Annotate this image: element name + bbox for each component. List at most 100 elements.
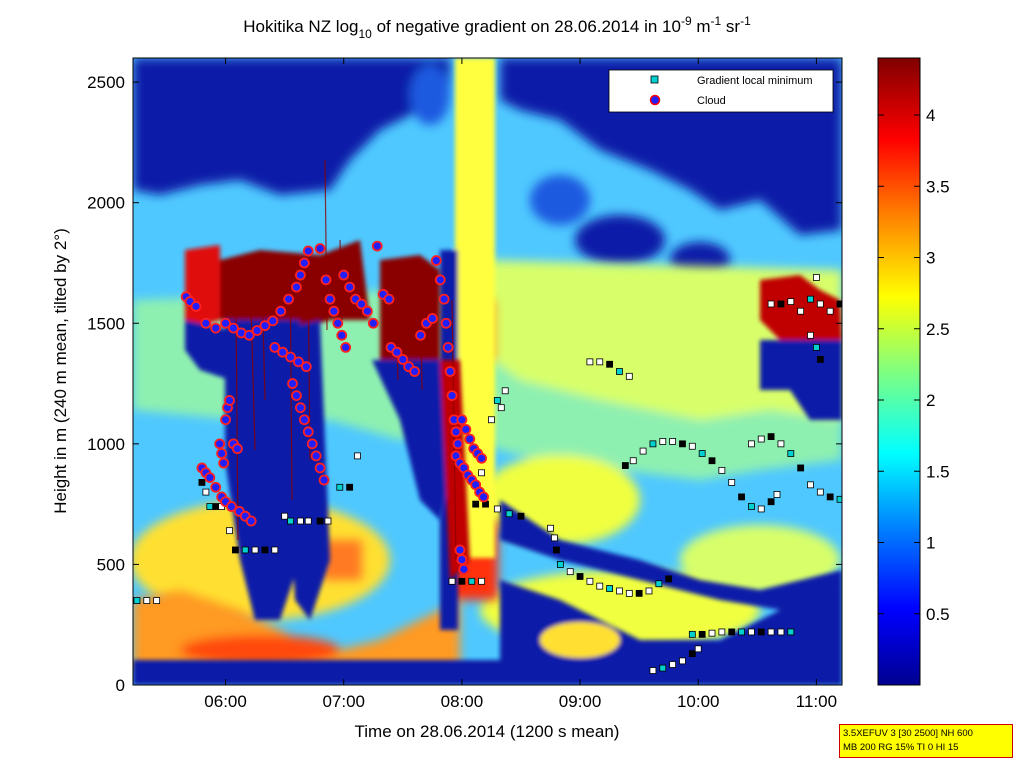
info-box: 3.5XEFUV 3 [30 2500] NH 600 MB 200 RG 15… <box>839 724 1013 758</box>
cloud-point <box>216 448 228 459</box>
gradient-min-point <box>635 589 643 597</box>
gradient-min-point <box>297 517 304 525</box>
gradient-min-point <box>836 300 842 308</box>
gradient-min-point <box>493 505 501 513</box>
cloud-point <box>318 474 330 486</box>
cloud-point <box>291 281 302 293</box>
gradient-min-point <box>826 493 834 501</box>
gradient-min-point <box>478 469 485 477</box>
gradient-min-point <box>812 274 820 281</box>
x-tick-label: 11:00 <box>796 692 837 711</box>
legend-marker-cloud <box>649 94 661 106</box>
gradient-min-point <box>757 505 765 513</box>
gradient-min-point <box>728 628 736 636</box>
legend-label-cloud: Cloud <box>697 95 726 107</box>
gradient-min-point <box>708 629 716 637</box>
y-tick-label: 2000 <box>87 194 125 213</box>
gradient-min-point <box>586 577 594 585</box>
cloud-point <box>291 390 302 402</box>
gradient-min-point <box>688 442 696 450</box>
y-tick-label: 1500 <box>87 314 125 333</box>
cloud-point <box>295 402 306 414</box>
cloud-point <box>214 438 226 450</box>
info-line-1: 3.5XEFUV 3 [30 2500] NH 600 <box>843 728 973 739</box>
gradient-min-point <box>576 573 584 580</box>
gradient-min-point <box>807 481 814 489</box>
gradient-min-point <box>767 628 775 636</box>
gradient-min-point <box>748 440 755 448</box>
cloud-point <box>269 341 281 353</box>
gradient-min-point <box>669 438 677 445</box>
gradient-min-point <box>505 510 513 518</box>
heatmap <box>133 58 842 685</box>
cloud-point <box>298 414 310 426</box>
gradient-min-point <box>645 587 653 595</box>
cloud-point <box>285 351 296 363</box>
gradient-min-point <box>812 343 820 351</box>
gradient-min-point <box>807 295 814 303</box>
gradient-min-point <box>655 580 663 588</box>
gradient-min-point <box>625 589 633 597</box>
gradient-min-point <box>665 575 673 583</box>
y-tick-label: 0 <box>116 676 125 695</box>
legend-label-gradient-minimum: Gradient local minimum <box>697 75 813 87</box>
markers <box>133 240 842 674</box>
gradient-min-point <box>458 577 466 585</box>
cloud-point <box>226 501 237 512</box>
gradient-min-point <box>304 517 312 525</box>
cloud-point <box>430 255 442 266</box>
legend-marker-gradient-minimum <box>650 75 659 84</box>
cloud-point <box>361 305 373 317</box>
gradient-min-point <box>816 488 824 496</box>
gradient-min-point <box>773 491 781 498</box>
y-axis-label: Height in m (240 m mean, tilted by 2°) <box>51 228 70 514</box>
colorbar-tick-label: 1 <box>926 534 935 553</box>
y-axis: 0 500 1000 1500 2000 2500 <box>87 73 842 695</box>
cloud-point <box>251 325 263 336</box>
cloud-point <box>275 305 287 317</box>
cloud-point <box>259 320 271 332</box>
gradient-min-point <box>232 546 239 554</box>
cloud-point <box>324 293 336 305</box>
cloud-point <box>344 281 356 293</box>
cloud-point <box>391 346 403 358</box>
gradient-min-point <box>787 628 795 636</box>
cloud-point <box>367 317 379 329</box>
gradient-min-point <box>718 466 726 474</box>
x-tick-label: 08:00 <box>441 692 484 711</box>
gradient-min-point <box>767 433 775 441</box>
cloud-point <box>476 452 487 464</box>
gradient-min-point <box>468 577 476 585</box>
cloud-point <box>397 354 409 365</box>
cloud-point <box>204 472 216 484</box>
cloud-point <box>210 322 222 334</box>
gradient-min-point <box>738 493 745 501</box>
gradient-min-point <box>501 387 509 395</box>
gradient-min-point <box>629 457 637 465</box>
gradient-min-point <box>698 450 706 457</box>
cloud-point <box>446 390 458 402</box>
gradient-min-point <box>556 561 564 568</box>
cloud-point <box>478 491 489 503</box>
cloud-point <box>231 443 243 455</box>
cloud-point <box>277 346 289 358</box>
gradient-min-point <box>316 517 324 525</box>
cloud-point <box>426 313 438 324</box>
gradient-min-point <box>206 503 214 510</box>
cloud-point <box>336 329 348 341</box>
gradient-min-point <box>354 452 361 460</box>
gradient-min-point <box>826 307 834 315</box>
gradient-min-point <box>448 577 456 585</box>
cloud-point <box>338 269 350 281</box>
cloud-point <box>452 438 464 450</box>
cloud-point <box>456 554 468 565</box>
gradient-min-point <box>688 630 696 638</box>
cloud-point <box>302 245 314 257</box>
cloud-point <box>218 457 229 469</box>
cloud-point <box>371 240 383 252</box>
gradient-min-point <box>649 440 657 448</box>
gradient-min-point <box>807 331 814 339</box>
gradient-min-point <box>616 587 623 595</box>
gradient-min-point <box>688 650 696 658</box>
cloud-point <box>328 305 340 317</box>
